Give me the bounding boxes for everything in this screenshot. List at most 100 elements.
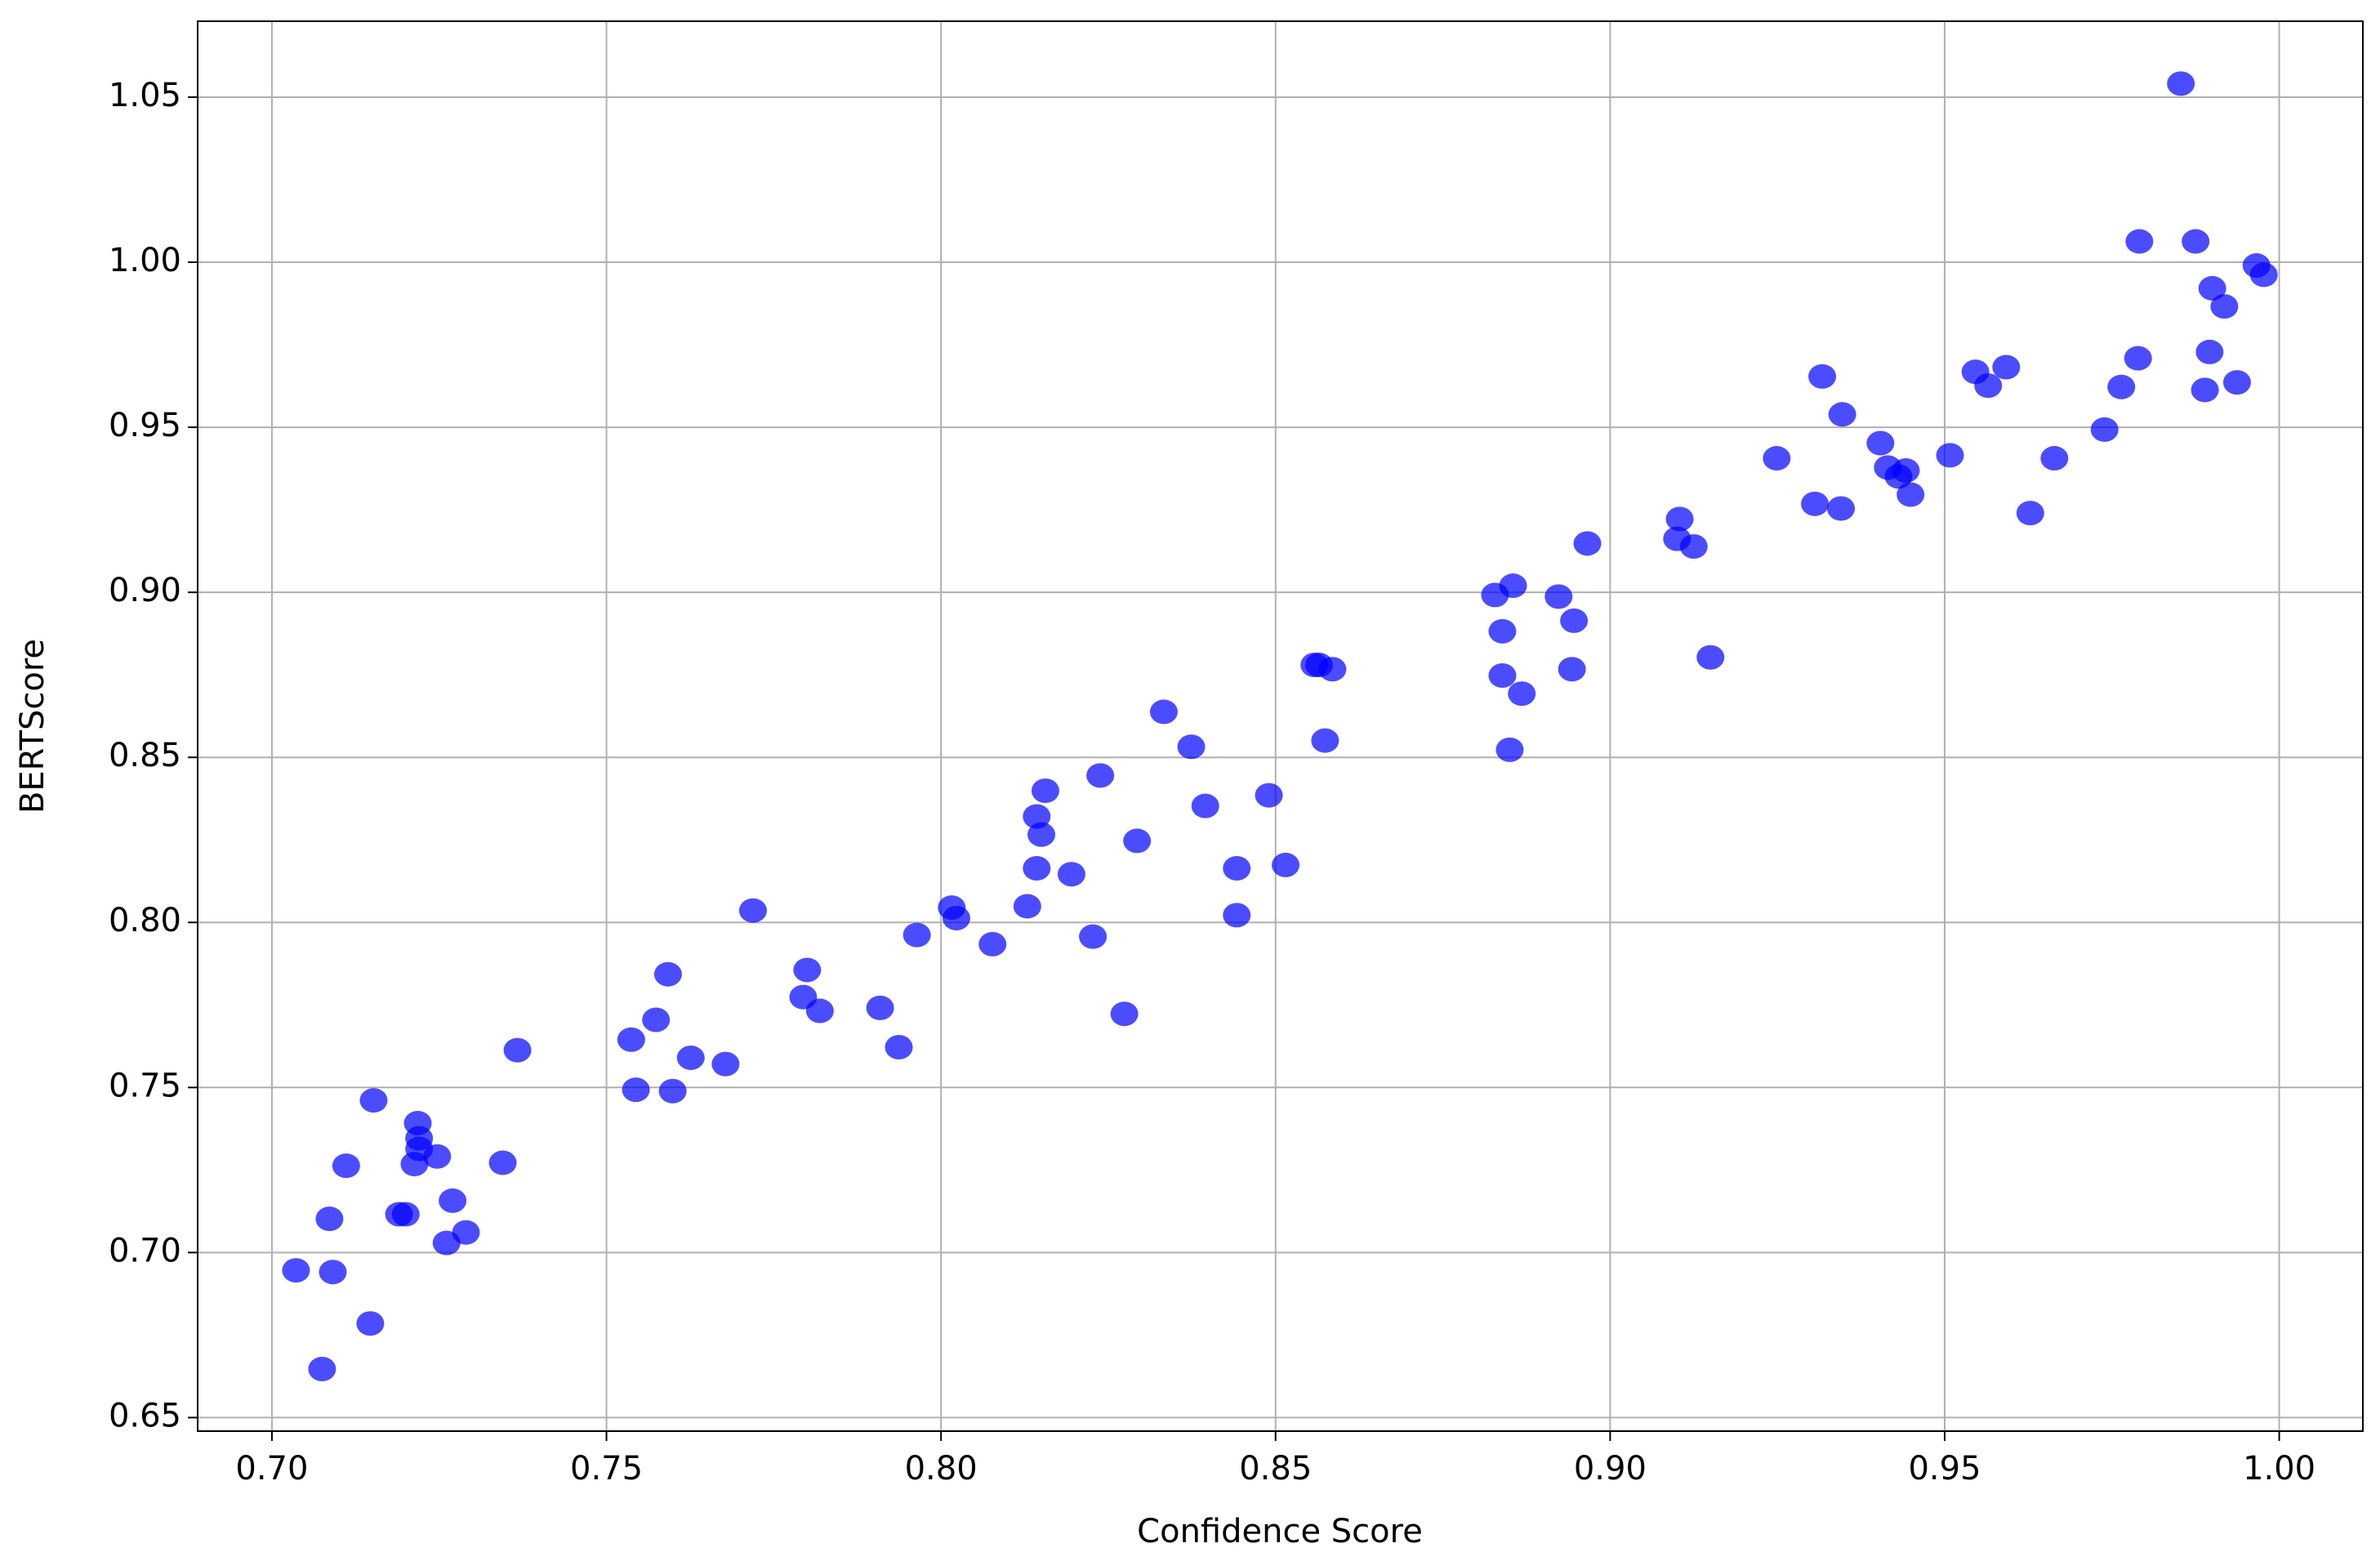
- x-tick-label: 0.70: [235, 1450, 308, 1487]
- point: [1499, 573, 1527, 599]
- x-tick-label: 1.00: [2243, 1450, 2315, 1487]
- point: [1495, 737, 1524, 762]
- point: [1974, 373, 2003, 399]
- x-axis-label: Confidence Score: [1137, 1513, 1423, 1550]
- point: [1149, 699, 1178, 725]
- point: [423, 1144, 452, 1169]
- point: [2016, 501, 2044, 526]
- point: [1031, 778, 1059, 804]
- point: [2167, 71, 2195, 96]
- point: [1892, 458, 1920, 484]
- point: [1223, 855, 1251, 881]
- point: [1896, 482, 1925, 507]
- x-tick-label: 0.90: [1574, 1450, 1647, 1487]
- point: [1558, 657, 1586, 682]
- plot-frame: [197, 20, 2364, 1432]
- y-tick-label: 0.85: [109, 737, 181, 774]
- point: [1679, 533, 1708, 559]
- point: [2210, 294, 2239, 319]
- point: [2222, 370, 2251, 395]
- point: [1255, 783, 1283, 808]
- point: [1086, 763, 1115, 788]
- x-tick-label: 0.95: [1908, 1450, 1981, 1487]
- point: [1828, 402, 1856, 427]
- point: [1013, 894, 1041, 919]
- y-tick-label: 0.90: [109, 572, 181, 609]
- point: [2198, 275, 2226, 301]
- y-tick-label: 0.80: [109, 902, 181, 939]
- point: [452, 1220, 480, 1245]
- point: [1808, 363, 1837, 389]
- point: [1992, 355, 2021, 380]
- point: [805, 998, 834, 1024]
- y-tick-label: 1.00: [109, 242, 181, 279]
- point: [2124, 346, 2152, 371]
- point: [978, 931, 1007, 957]
- point: [622, 1077, 650, 1103]
- point: [503, 1037, 532, 1063]
- point: [282, 1258, 310, 1283]
- point: [1272, 852, 1300, 877]
- point: [2125, 229, 2154, 254]
- point: [676, 1045, 705, 1070]
- point: [1057, 862, 1085, 887]
- y-tick-label: 0.95: [109, 407, 181, 444]
- point: [439, 1188, 467, 1213]
- point: [738, 898, 767, 923]
- point: [711, 1051, 740, 1077]
- point: [1573, 531, 1602, 556]
- point: [793, 957, 822, 983]
- point: [1763, 446, 1791, 471]
- point: [942, 905, 970, 930]
- point: [1223, 903, 1251, 928]
- point: [1560, 608, 1589, 633]
- point: [1488, 618, 1517, 644]
- x-tick-label: 0.75: [570, 1450, 643, 1487]
- point: [885, 1035, 913, 1060]
- point: [2191, 377, 2219, 403]
- point: [1177, 734, 1206, 760]
- point: [2107, 374, 2136, 399]
- point: [356, 1311, 385, 1336]
- point: [308, 1357, 336, 1382]
- y-tick-label: 0.65: [109, 1397, 181, 1434]
- point: [391, 1202, 420, 1227]
- y-tick-label: 0.75: [109, 1067, 181, 1104]
- point: [658, 1078, 687, 1104]
- point: [1110, 1001, 1139, 1027]
- x-tick-label: 0.80: [905, 1450, 978, 1487]
- point: [617, 1027, 645, 1052]
- x-tick-label: 0.85: [1239, 1450, 1312, 1487]
- point: [2040, 446, 2069, 471]
- point: [332, 1153, 360, 1179]
- point: [1696, 644, 1725, 670]
- point: [1508, 681, 1536, 707]
- point: [1079, 924, 1108, 949]
- point: [1827, 496, 1856, 521]
- point: [1936, 443, 1964, 468]
- y-tick-label: 0.70: [109, 1232, 181, 1269]
- point: [488, 1150, 517, 1175]
- point: [2182, 229, 2210, 254]
- point: [903, 922, 931, 948]
- point: [1866, 430, 1895, 456]
- point: [1665, 506, 1694, 532]
- point: [359, 1088, 388, 1113]
- y-axis-label: BERTScore: [14, 639, 51, 814]
- point: [1488, 662, 1517, 688]
- point: [2195, 339, 2224, 364]
- point: [642, 1007, 671, 1032]
- point: [1801, 491, 1830, 516]
- point: [1123, 828, 1152, 854]
- y-tick-label: 1.05: [109, 77, 181, 114]
- point: [2249, 262, 2278, 288]
- point: [1311, 728, 1339, 753]
- point: [2090, 417, 2119, 442]
- point: [1544, 584, 1573, 609]
- point: [1027, 822, 1056, 847]
- point: [1318, 657, 1347, 682]
- point: [866, 995, 894, 1020]
- point: [315, 1206, 344, 1232]
- point: [1023, 855, 1051, 881]
- point: [653, 961, 682, 987]
